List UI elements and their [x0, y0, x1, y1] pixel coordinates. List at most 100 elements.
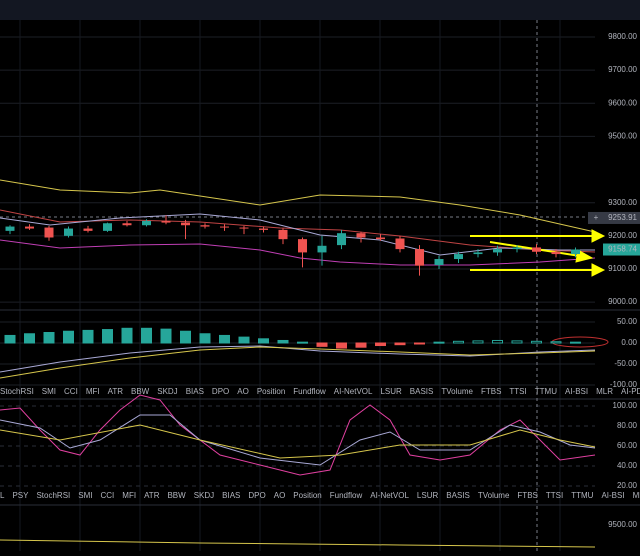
indicator-tab[interactable]: BIAS	[222, 491, 240, 500]
candle-body	[298, 239, 307, 253]
indicator-tab[interactable]: MLR	[596, 387, 613, 396]
indicator-tab[interactable]: AO	[237, 387, 249, 396]
indicator-tab[interactable]: Fundflow	[293, 387, 326, 396]
macd-bar	[316, 342, 328, 347]
candle-body	[44, 227, 54, 238]
indicator-tab[interactable]: LSUR	[417, 491, 439, 500]
signal-line	[0, 346, 596, 379]
indicator-tab[interactable]: DPO	[212, 387, 229, 396]
macd-bar	[238, 336, 250, 344]
indicator-tab[interactable]: ATR	[144, 491, 160, 500]
indicator-tab[interactable]: MFI	[86, 387, 100, 396]
indicator-tab[interactable]: StochRSI	[0, 387, 34, 396]
candle-body	[83, 228, 93, 231]
indicator-tab[interactable]: SMI	[42, 387, 56, 396]
price-tick-label: 9500.00	[608, 132, 637, 141]
indicator-tab[interactable]: AI-PD	[621, 387, 640, 396]
macd-bar	[570, 341, 581, 344]
indicator-tab[interactable]: ATR	[108, 387, 124, 396]
macd-bar	[433, 341, 445, 344]
indicator-tab[interactable]: BASIS	[410, 387, 434, 396]
arrowhead	[591, 229, 606, 243]
candle-body	[161, 220, 171, 223]
indicator-tab[interactable]: TVolume	[478, 491, 510, 500]
stoch-tick-label: 60.00	[617, 441, 638, 450]
indicator-tab[interactable]: BASIS	[446, 491, 470, 500]
stoch-k	[0, 394, 596, 476]
indicator-tab[interactable]: TTSI	[546, 491, 563, 500]
indicator-tab[interactable]: BBW	[167, 491, 186, 500]
price-tick-label: 9100.00	[608, 264, 637, 273]
candle-body	[220, 226, 229, 228]
candle-body	[415, 249, 424, 266]
price-tick-label: 9300.00	[608, 198, 637, 207]
price-tick-label: 9600.00	[608, 98, 637, 107]
macd-bar	[531, 340, 542, 344]
indicator-tab[interactable]: CCI	[101, 491, 115, 500]
indicator-tab[interactable]: FTBS	[481, 387, 501, 396]
indicator-tab[interactable]: L	[0, 491, 5, 500]
macd-bar	[375, 342, 386, 347]
indicator-tab[interactable]: Position	[257, 387, 285, 396]
stoch-tick-label: 100.00	[613, 401, 638, 410]
indicator-tab[interactable]: SMI	[78, 491, 92, 500]
candle-body	[317, 245, 327, 253]
candle-body	[239, 227, 249, 229]
indicator-tab[interactable]: AI-BSI	[601, 491, 624, 500]
indicator-tab[interactable]: CCI	[64, 387, 78, 396]
macd-bar	[102, 329, 113, 344]
indicator-tab[interactable]: MLR	[633, 491, 640, 500]
candle-body	[473, 252, 483, 255]
indicator-tab[interactable]: TTMU	[571, 491, 593, 500]
candle-body	[356, 233, 366, 238]
indicator-tab[interactable]: BIAS	[186, 387, 204, 396]
price-tick-label: 9800.00	[608, 32, 637, 41]
macd-bar	[160, 328, 172, 344]
macd-bar	[180, 330, 191, 344]
indicator-tab[interactable]: DPO	[248, 491, 265, 500]
bollinger-upper	[0, 179, 596, 233]
stoch-signal	[0, 424, 596, 459]
indicator-tab[interactable]: MFI	[122, 491, 136, 500]
stoch-tick-label: 40.00	[617, 461, 638, 470]
candle-body	[200, 225, 210, 227]
stoch-d	[0, 414, 596, 466]
macd-tick-label: 50.00	[617, 317, 638, 326]
candle-body	[571, 249, 580, 255]
indicator-tab[interactable]: LSUR	[380, 387, 402, 396]
candle-body	[122, 223, 132, 226]
indicator-tab[interactable]: TTMU	[535, 387, 557, 396]
top-bar	[0, 0, 640, 20]
indicator-tab[interactable]: Position	[293, 491, 321, 500]
price-tick-label: 9200.00	[608, 231, 637, 240]
indicator-tab[interactable]: SKDJ	[194, 491, 214, 500]
indicator-tab[interactable]: FTBS	[517, 491, 537, 500]
candle-body	[337, 233, 346, 246]
crosshair-label-bg	[588, 211, 640, 224]
indicator-tab[interactable]: PSY	[12, 491, 29, 500]
indicator-tab[interactable]: BBW	[131, 387, 150, 396]
plus-button[interactable]: +	[594, 213, 599, 222]
candle-body	[5, 226, 15, 231]
candle-body	[454, 254, 463, 260]
candle-body	[103, 223, 112, 231]
indicator-tab[interactable]: TTSI	[509, 387, 526, 396]
indicator-tab[interactable]: Fundflow	[330, 491, 363, 500]
macd-bar	[550, 341, 562, 344]
bollinger-lower	[0, 239, 596, 266]
indicator-tab[interactable]: SKDJ	[157, 387, 177, 396]
indicator-tab[interactable]: AI-NetVOL	[370, 491, 409, 500]
indicator-tab[interactable]: TVolume	[441, 387, 473, 396]
bottom-tick-label: 9500.00	[608, 520, 637, 529]
indicator-tab[interactable]: AO	[274, 491, 286, 500]
last-price: 9158.74	[608, 245, 637, 254]
bottom-line	[0, 539, 596, 548]
macd-tick-label: -50.00	[614, 359, 637, 368]
macd-bar	[511, 340, 523, 344]
macd-bar	[43, 332, 55, 344]
indicator-tab[interactable]: StochRSI	[36, 491, 70, 500]
indicator-tab[interactable]: AI-NetVOL	[334, 387, 373, 396]
macd-bar	[453, 340, 464, 344]
indicator-tab[interactable]: AI-BSI	[565, 387, 588, 396]
candle-body	[181, 222, 190, 226]
